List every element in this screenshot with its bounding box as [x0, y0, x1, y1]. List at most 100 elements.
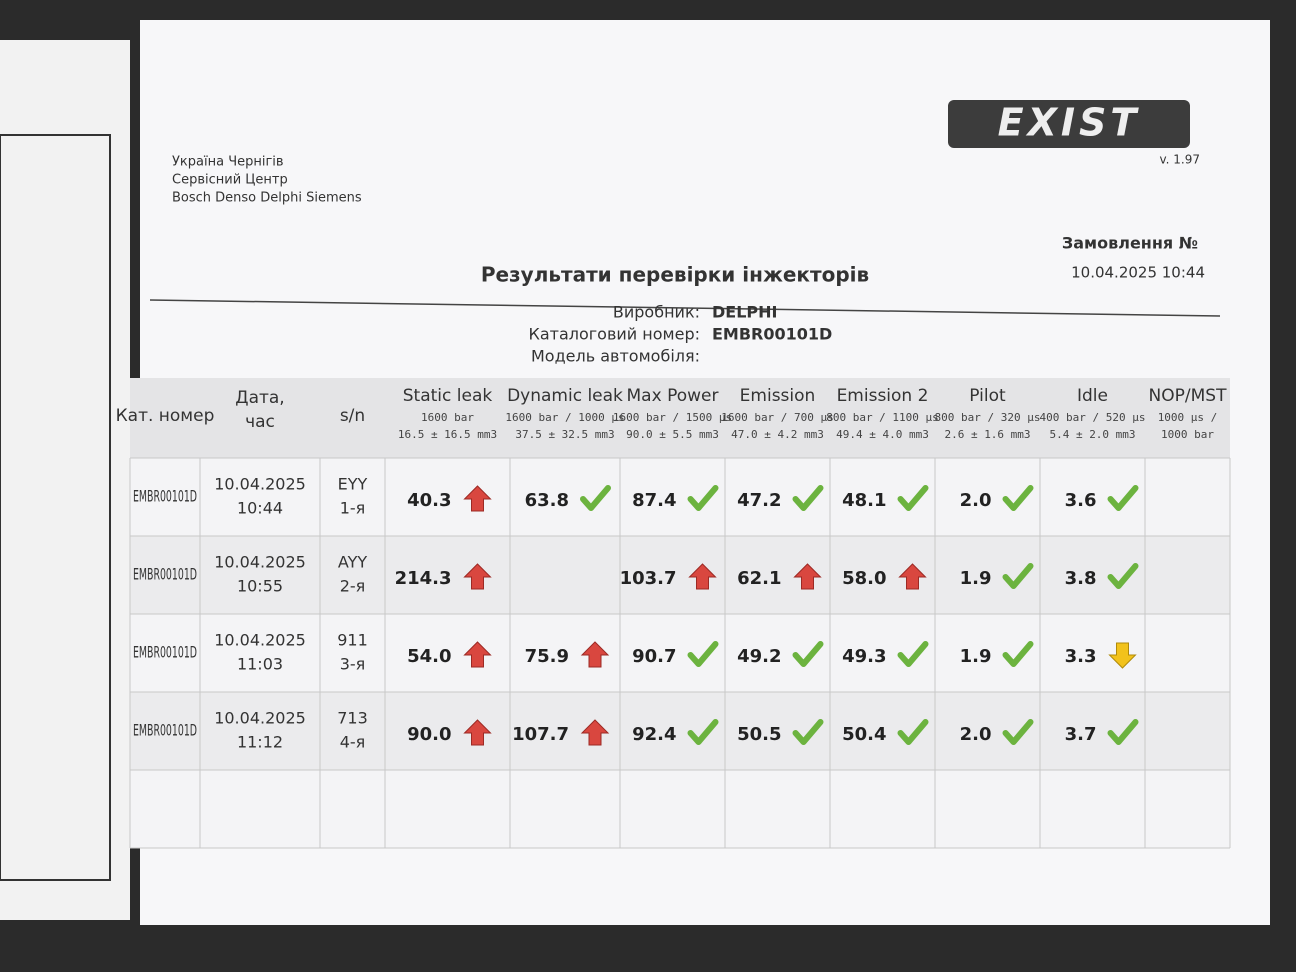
column-title: Кат. номер [116, 406, 215, 426]
result-value: 90.7 [632, 646, 676, 667]
logo: EXIST [998, 101, 1141, 145]
column-title: Static leak [403, 386, 493, 406]
icon-up [580, 719, 610, 746]
position: 1-я [340, 499, 366, 518]
icon-ok [1107, 485, 1139, 511]
column-title: NOP/MST [1149, 386, 1228, 406]
org-line: Україна Чернігів [172, 155, 284, 170]
left-page [0, 40, 130, 920]
icon-ok [1107, 563, 1139, 589]
title: Результати перевірки інжекторів [481, 263, 869, 287]
icon-ok [1002, 485, 1034, 511]
result-value: 214.3 [395, 568, 452, 589]
icon-up [580, 641, 610, 668]
result-value: 1.9 [960, 568, 992, 589]
icon-up [463, 485, 492, 512]
info-label: Каталоговий номер: [528, 325, 700, 344]
position: 4-я [340, 733, 366, 752]
column-param: 1000 bar [1161, 428, 1214, 441]
info: Виробник: DELPHI Каталоговий номер: EMBR001… [528, 303, 832, 366]
result-value: 63.8 [525, 490, 569, 511]
logo-box [948, 100, 1190, 148]
result-value: 49.3 [842, 646, 886, 667]
serial: EYY [338, 475, 368, 494]
column-param: 1600 bar / 1000 µs [505, 411, 624, 424]
column-param: 49.4 ± 4.0 mm3 [836, 428, 929, 441]
result-value: 50.5 [737, 724, 781, 745]
result-value: 3.3 [1065, 646, 1097, 667]
serial: AYY [338, 553, 367, 572]
column-title: Emission [740, 386, 816, 406]
column-param: 16.5 ± 16.5 mm3 [398, 428, 497, 441]
time: 11:12 [237, 733, 283, 752]
column-title: Dynamic leak [507, 386, 623, 406]
date: 10.04.2025 [214, 631, 306, 650]
row-bg [130, 692, 1230, 770]
column-param: 400 bar / 520 µs [1040, 411, 1146, 424]
icon-ok [1002, 563, 1034, 589]
column-title: Emission 2 [837, 386, 929, 406]
catalog: EMBR00101D [133, 643, 197, 662]
info-value: DELPHI [712, 303, 777, 322]
column-title: Pilot [969, 386, 1006, 406]
column-param: 47.0 ± 4.2 mm3 [731, 428, 824, 441]
row-bg [130, 536, 1230, 614]
column-title: Дата, [235, 388, 284, 408]
column-param: 2.6 ± 1.6 mm3 [944, 428, 1030, 441]
icon-ok [897, 641, 929, 667]
row-bg [130, 770, 1230, 848]
result-value: 62.1 [737, 568, 781, 589]
icon-down [1108, 642, 1137, 669]
column-param: 800 bar / 1100 µs [826, 411, 939, 424]
datetime: 10.04.2025 10:44 [1071, 264, 1205, 282]
icon-ok [687, 485, 719, 511]
result-value: 47.2 [737, 490, 781, 511]
result-value: 90.0 [407, 724, 451, 745]
order: Замовлення № [1062, 234, 1198, 253]
catalog: EMBR00101D [133, 565, 197, 584]
result-value: 3.8 [1065, 568, 1097, 589]
column-title: Idle [1077, 386, 1108, 406]
column-param: 37.5 ± 32.5 mm3 [515, 428, 614, 441]
icon-ok [1002, 641, 1034, 667]
result-value: 50.4 [842, 724, 886, 745]
icon-ok [687, 641, 719, 667]
catalog: EMBR00101D [133, 721, 197, 740]
org-line: Bosch Denso Delphi Siemens [172, 191, 362, 206]
column-param: 5.4 ± 2.0 mm3 [1049, 428, 1135, 441]
result-value: 1.9 [960, 646, 992, 667]
result-value: 49.2 [737, 646, 781, 667]
icon-up [688, 563, 717, 590]
column-title: Max Power [627, 386, 719, 406]
icon-ok [897, 719, 929, 745]
column-param: 1000 µs / [1158, 411, 1218, 424]
result-value: 103.7 [620, 568, 677, 589]
date: 10.04.2025 [214, 475, 306, 494]
result-value: 2.0 [960, 490, 992, 511]
result-value: 3.6 [1065, 490, 1097, 511]
row-bg [130, 458, 1230, 536]
icon-up [463, 563, 492, 590]
date: 10.04.2025 [214, 553, 306, 572]
icon-ok [580, 485, 611, 511]
catalog: EMBR00101D [133, 487, 197, 506]
column-param: 800 bar / 320 µs [935, 411, 1041, 424]
org-line: Сервісний Центр [172, 173, 288, 188]
info-label: Виробник: [613, 303, 700, 322]
title-rule [149, 299, 1221, 317]
result-value: 87.4 [632, 490, 676, 511]
icon-ok [687, 719, 719, 745]
result-value: 58.0 [842, 568, 886, 589]
date: 10.04.2025 [214, 709, 306, 728]
time: 10:44 [237, 499, 283, 518]
position: 3-я [340, 655, 366, 674]
result-value: 40.3 [407, 490, 451, 511]
icon-up [793, 563, 822, 590]
column-param: 90.0 ± 5.5 mm3 [626, 428, 719, 441]
result-value: 48.1 [842, 490, 886, 511]
column-title: час [245, 412, 275, 432]
icon-ok [897, 485, 929, 511]
version: v. 1.97 [1159, 153, 1200, 167]
info-value: EMBR00101D [712, 325, 832, 344]
icon-ok [792, 719, 824, 745]
